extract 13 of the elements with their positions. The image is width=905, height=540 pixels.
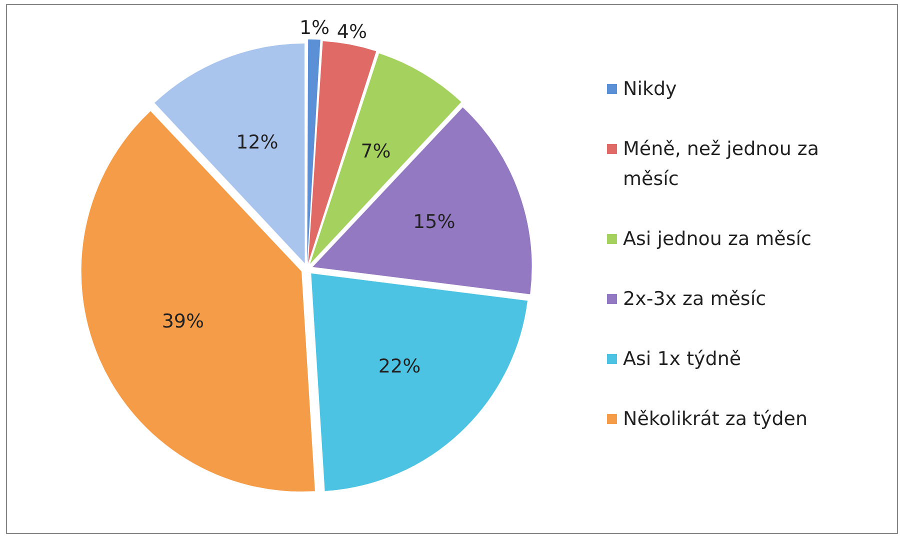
data-label: 15% <box>413 211 456 234</box>
data-label: 12% <box>236 131 278 154</box>
legend-label: Několikrát za týden <box>623 407 808 432</box>
data-label: 1% <box>299 17 330 40</box>
data-label: 7% <box>360 140 391 163</box>
legend-label: Asi 1x týdně <box>623 347 742 372</box>
data-label: 39% <box>162 310 204 333</box>
legend-label: Nikdy <box>623 77 677 102</box>
legend-label: Méně, než jednou za měsíc <box>623 137 820 192</box>
legend-label: 2x-3x za měsíc <box>623 287 766 312</box>
data-label: 22% <box>378 355 421 378</box>
data-label: 4% <box>336 21 368 44</box>
legend-label: Asi jednou za měsíc <box>623 227 812 252</box>
